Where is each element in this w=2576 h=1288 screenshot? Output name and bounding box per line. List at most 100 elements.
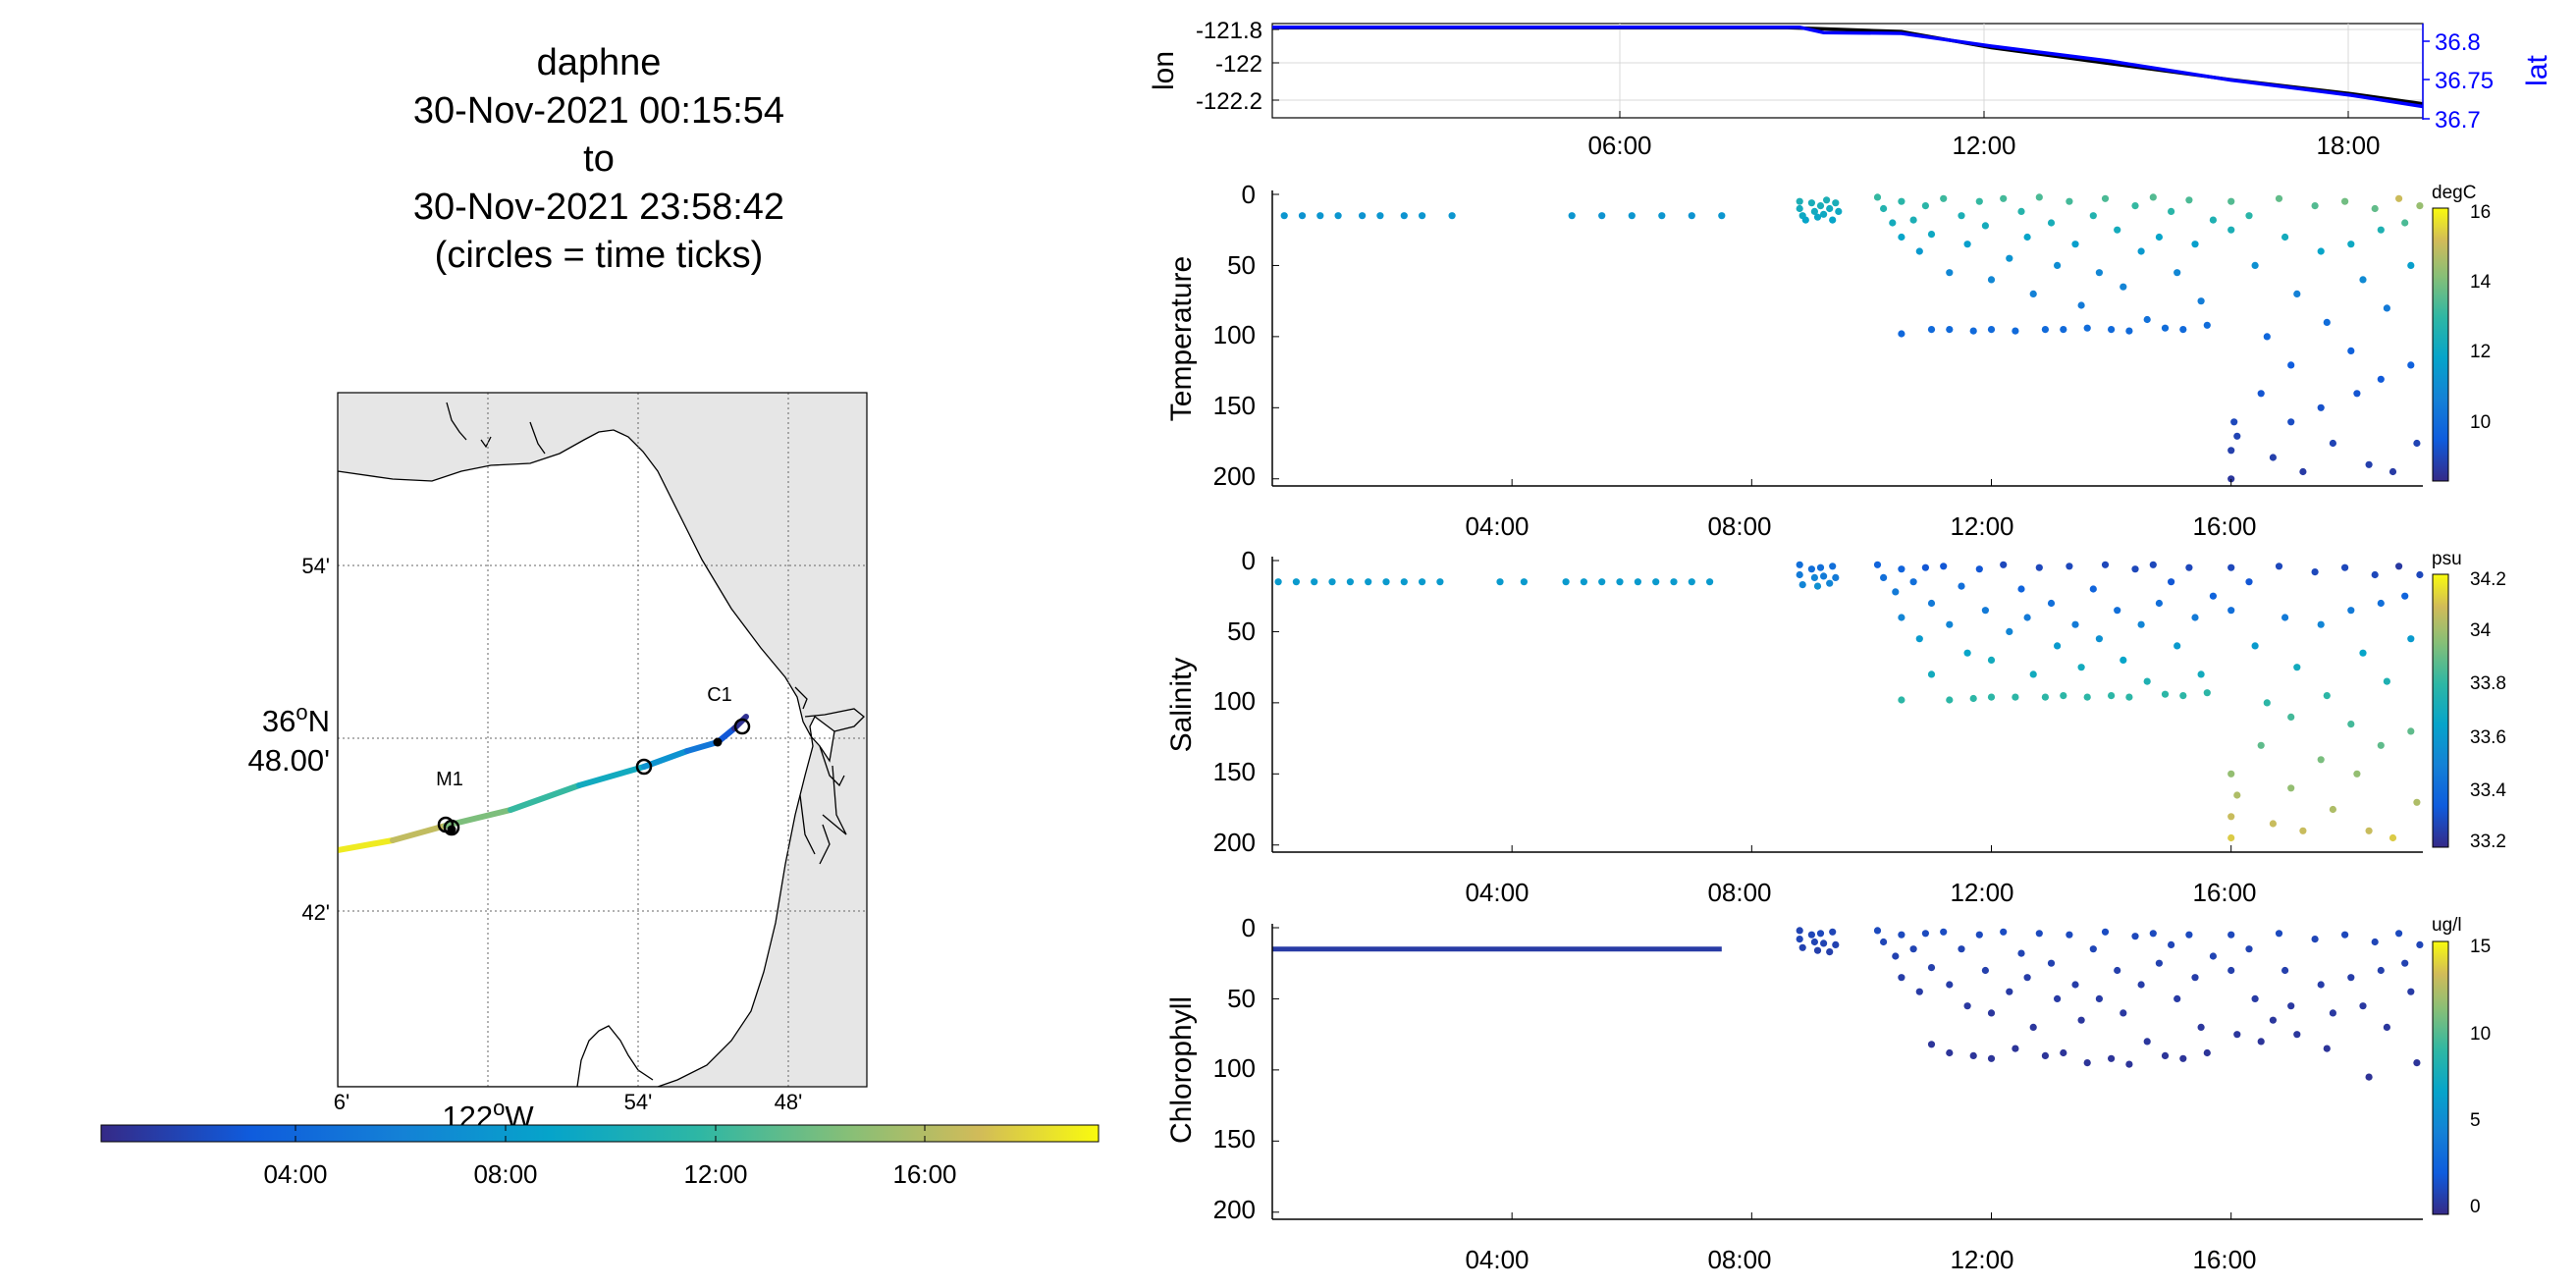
chlorophyll-point	[2035, 930, 2043, 938]
chlorophyll-point	[2317, 981, 2325, 989]
salinity-point	[1909, 578, 1917, 586]
temperature-x-tick: 16:00	[2192, 511, 2256, 541]
temperature-point	[2149, 193, 2157, 201]
chlorophyll-point	[2125, 1060, 2133, 1068]
salinity-point	[1927, 671, 1936, 678]
time-colorbar: 04:00 08:00 12:00 16:00	[100, 1124, 1100, 1189]
salinity-point	[2377, 741, 2385, 749]
chlorophyll-point	[1829, 928, 1837, 936]
chlorophyll-point	[2077, 1016, 2085, 1024]
salinity-point	[1832, 573, 1840, 582]
temperature-point	[2179, 326, 2187, 334]
time-colorbar-tick: 08:00	[473, 1159, 537, 1189]
temperature-point	[2191, 241, 2199, 248]
temperature-point	[2071, 241, 2079, 248]
chlorophyll-point	[2185, 931, 2193, 939]
c1-marker	[713, 737, 723, 747]
temperature-point	[2347, 241, 2355, 248]
salinity-point	[2329, 805, 2336, 814]
chlorophyll-point	[1810, 938, 1818, 946]
temperature-point	[2060, 326, 2067, 334]
temperature-point	[1975, 197, 1983, 205]
salinity-point	[2012, 693, 2019, 701]
temperature-point	[1658, 212, 1666, 220]
chlorophyll-point	[2155, 959, 2163, 967]
salinity-point	[2035, 564, 2043, 571]
salinity-y-tick: 0	[1242, 546, 1256, 575]
chlorophyll-point	[2209, 952, 2217, 960]
temperature-point	[2275, 194, 2283, 202]
station-label-c1: C1	[707, 684, 732, 706]
chlorophyll-point	[1975, 931, 1983, 939]
salinity-point	[2323, 692, 2331, 700]
temperature-point	[1598, 212, 1606, 220]
salinity-point	[1946, 620, 1954, 628]
time-colorbar-tick: 04:00	[263, 1159, 327, 1189]
salinity-point	[2125, 693, 2133, 701]
nav-series	[1272, 26, 2424, 109]
chlorophyll-point	[1813, 946, 1822, 954]
salinity-point	[2347, 721, 2355, 728]
salinity-point	[2089, 585, 2097, 593]
map-panel: M1 C1 54' 36oN 48.00' 42' 6' 54' 48' 122…	[248, 392, 868, 1134]
salinity-point	[1311, 578, 1318, 586]
salinity-point	[1436, 578, 1444, 586]
temperature-point	[2317, 247, 2325, 255]
temperature-point	[2257, 390, 2265, 398]
temperature-point	[2006, 254, 2013, 262]
salinity-point	[2257, 741, 2265, 749]
temperature-point	[1946, 269, 1954, 277]
temperature-point	[1376, 212, 1384, 220]
chlorophyll-point	[1969, 1051, 1977, 1059]
temperature-point	[1829, 216, 1837, 224]
temperature-point	[2114, 226, 2121, 234]
salinity-point	[1880, 573, 1888, 582]
temperature-point	[1921, 202, 1929, 210]
temperature-point	[2168, 207, 2175, 215]
salinity-point	[1598, 578, 1606, 586]
chlorophyll-x-tick: 12:00	[1950, 1245, 2013, 1274]
time-tick-circle	[733, 718, 751, 735]
chlorophyll-point	[2000, 928, 2008, 936]
salinity-point	[1688, 578, 1695, 586]
salinity-point	[2293, 664, 2301, 671]
time-tick-circles	[437, 718, 751, 836]
salinity-point	[1820, 572, 1828, 580]
salinity-point	[2275, 563, 2283, 570]
salinity-point	[2149, 561, 2157, 568]
chlorophyll-point	[2012, 1045, 2019, 1052]
temperature-point	[1915, 247, 1923, 255]
coastline-north	[446, 402, 546, 455]
chlorophyll-point	[2168, 940, 2175, 949]
temperature-point	[2365, 460, 2373, 468]
temperature-point	[1880, 204, 1888, 213]
salinity-x-tick: 16:00	[2192, 878, 2256, 907]
salinity-point	[2227, 833, 2235, 842]
temperature-point	[2227, 197, 2235, 205]
salinity-point	[2416, 570, 2424, 579]
temperature-point	[2353, 390, 2361, 398]
salinity-cbar-tick: 33.4	[2470, 780, 2506, 801]
temperature-plot-area	[1271, 190, 2449, 487]
chlorophyll-plot-area	[1271, 924, 2449, 1220]
salinity-point	[2395, 563, 2403, 570]
salinity-point	[2227, 564, 2235, 571]
salinity-point	[2179, 692, 2187, 700]
salinity-point	[1807, 565, 1815, 573]
temperature-point	[2401, 219, 2409, 227]
chlorophyll-y-tick: 150	[1213, 1124, 1256, 1154]
salinity-point	[2317, 756, 2325, 764]
salinity-point	[2131, 565, 2139, 573]
temperature-point	[2293, 290, 2301, 297]
chlorophyll-point	[2114, 966, 2121, 975]
temperature-point	[2377, 226, 2385, 234]
salinity-point	[1987, 693, 1996, 701]
temperature-point	[1280, 212, 1288, 220]
temperature-point	[2359, 276, 2367, 284]
salinity-point	[2299, 827, 2307, 834]
temperature-point	[2287, 418, 2295, 426]
coastline-south	[576, 1025, 654, 1087]
temperature-point	[2233, 432, 2241, 440]
salinity-point	[2023, 614, 2031, 621]
